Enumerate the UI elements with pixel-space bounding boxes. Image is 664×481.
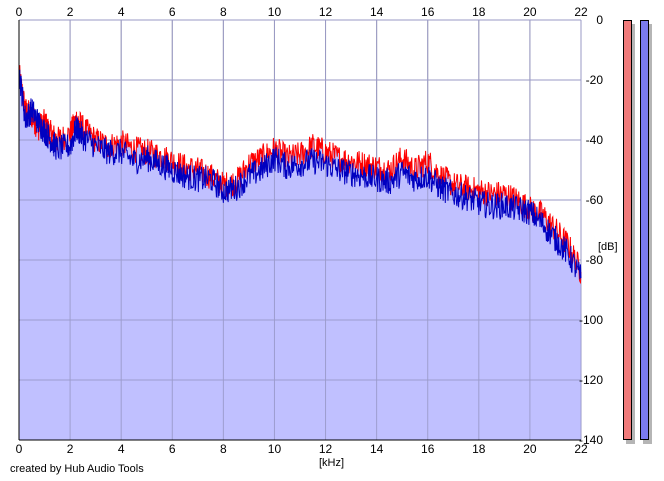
x-tick-label-top: 0 <box>16 5 23 19</box>
x-tick-label-top: 8 <box>220 5 227 19</box>
credit-text: created by Hub Audio Tools <box>10 463 144 475</box>
y-tick-label: 0 <box>596 13 603 27</box>
x-tick-label-top: 22 <box>574 5 588 19</box>
y-tick-label: -60 <box>586 193 604 207</box>
x-tick-label-bottom: 22 <box>574 442 588 456</box>
y-axis-title: [dB] <box>598 241 618 253</box>
x-axis-title: [kHz] <box>319 457 345 469</box>
x-tick-label-bottom: 2 <box>67 442 74 456</box>
y-tick-label: -40 <box>586 133 604 147</box>
y-tick-label: -100 <box>579 313 603 327</box>
x-tick-label-bottom: 16 <box>421 442 435 456</box>
y-tick-label: -80 <box>586 253 604 267</box>
x-tick-label-top: 18 <box>472 5 486 19</box>
x-tick-label-bottom: 4 <box>118 442 125 456</box>
x-tick-label-top: 16 <box>421 5 435 19</box>
x-tick-label-top: 20 <box>523 5 537 19</box>
x-tick-label-bottom: 18 <box>472 442 486 456</box>
x-tick-label-top: 12 <box>319 5 333 19</box>
x-tick-label-top: 10 <box>268 5 282 19</box>
right-level-meter <box>640 20 649 440</box>
x-tick-label-bottom: 20 <box>523 442 537 456</box>
y-tick-label: -120 <box>579 373 603 387</box>
x-tick-label-top: 14 <box>370 5 384 19</box>
x-tick-label-top: 6 <box>169 5 176 19</box>
x-tick-label-bottom: 0 <box>16 442 23 456</box>
y-tick-label: -140 <box>579 433 603 447</box>
x-tick-label-bottom: 14 <box>370 442 384 456</box>
x-tick-label-bottom: 10 <box>268 442 282 456</box>
x-tick-label-bottom: 12 <box>319 442 333 456</box>
y-tick-label: -20 <box>586 73 604 87</box>
series-line-blue <box>18 69 582 280</box>
left-level-meter <box>623 20 632 440</box>
x-tick-label-top: 2 <box>67 5 74 19</box>
x-tick-label-bottom: 6 <box>169 442 176 456</box>
x-tick-label-bottom: 8 <box>220 442 227 456</box>
x-tick-label-top: 4 <box>118 5 125 19</box>
